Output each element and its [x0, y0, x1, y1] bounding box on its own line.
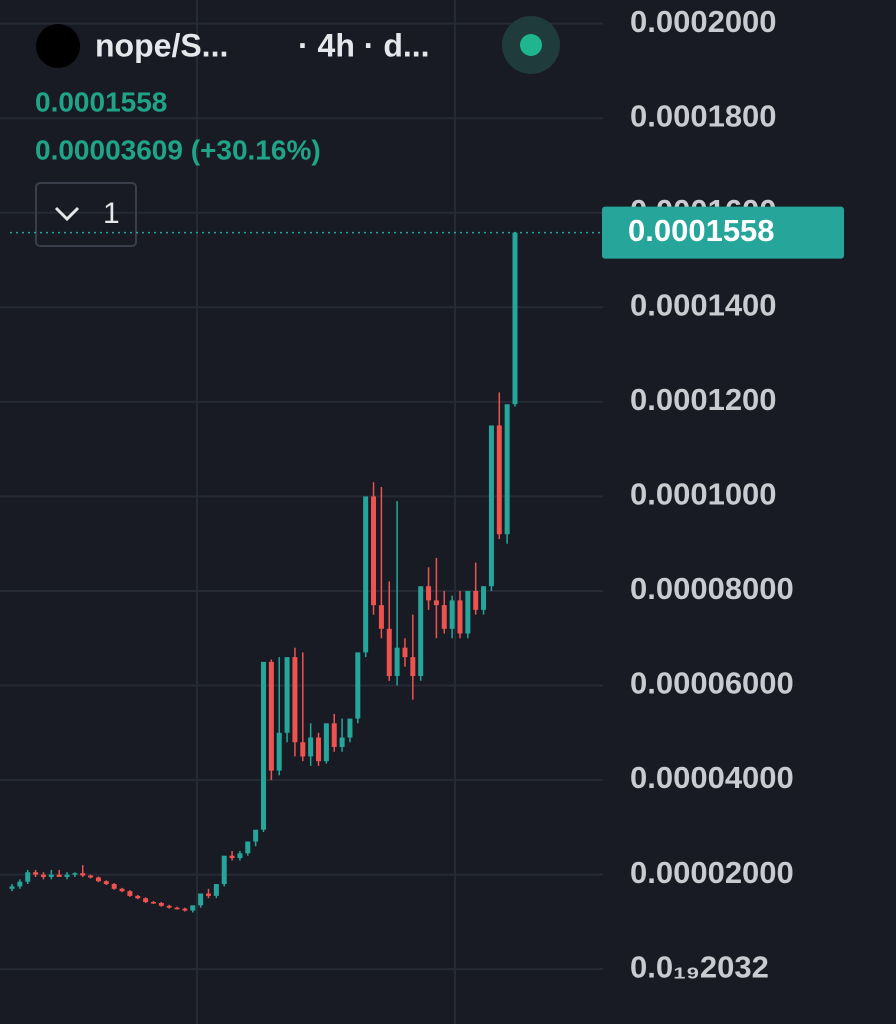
- candle-body: [363, 496, 369, 653]
- candle-body: [441, 605, 447, 629]
- candle-body: [174, 907, 180, 910]
- candle-body: [88, 875, 94, 878]
- candle-body: [410, 657, 416, 677]
- candle-body: [496, 425, 502, 535]
- candle-body: [268, 661, 274, 771]
- y-tick-label: 0.0001200: [630, 382, 777, 417]
- last-price-tag: [602, 206, 844, 259]
- candle-body: [190, 905, 196, 911]
- candle-body: [402, 647, 408, 658]
- y-tick-label: 0.0001800: [630, 98, 777, 133]
- candle-body: [504, 404, 510, 535]
- candle-body: [378, 605, 384, 629]
- candle-body: [150, 902, 156, 904]
- y-tick-label: 0.00004000: [630, 760, 794, 795]
- candle-body: [237, 853, 243, 859]
- candle-body: [103, 881, 109, 885]
- candle-body: [25, 872, 31, 882]
- candle-body: [56, 874, 62, 877]
- y-tick-label: 0.00002000: [630, 855, 794, 890]
- candle-body: [221, 855, 227, 885]
- y-tick-label: 0.0001000: [630, 477, 777, 512]
- candle-body: [166, 905, 172, 908]
- candle-body: [198, 893, 204, 906]
- y-tick-label: 0.0₁₉2032: [630, 949, 769, 984]
- candle-body: [386, 628, 392, 677]
- candle-body: [205, 893, 211, 896]
- candle-body: [308, 737, 314, 757]
- candle-body: [119, 888, 125, 892]
- candle-body: [229, 855, 235, 859]
- candle-body: [426, 586, 432, 601]
- candle-body: [355, 652, 361, 719]
- price-tag: 0.0001558: [10, 206, 844, 259]
- candle-body: [261, 661, 266, 830]
- candle-body: [316, 737, 322, 762]
- symbol-icon: [36, 24, 80, 68]
- status-dot[interactable]: [520, 34, 542, 56]
- candle-body: [481, 586, 487, 610]
- candle-body: [80, 873, 86, 876]
- candle-body: [284, 657, 290, 733]
- candle-body: [33, 872, 39, 875]
- candle-body: [40, 874, 46, 877]
- candle-body: [488, 425, 494, 587]
- candle-body: [433, 600, 439, 606]
- candle-body: [245, 841, 251, 854]
- candle-body: [95, 877, 101, 882]
- candle-body: [449, 600, 455, 629]
- candle-body: [292, 657, 298, 743]
- candle-body: [143, 898, 149, 903]
- candle-body: [213, 884, 219, 896]
- interval[interactable]: · 4h · d...: [298, 27, 430, 63]
- indicator-count: 1: [103, 197, 120, 230]
- candle-body: [339, 737, 345, 747]
- y-tick-label: 0.0002000: [630, 4, 777, 39]
- candle-body: [64, 874, 70, 877]
- y-tick-label: 0.0001400: [630, 287, 777, 322]
- last-price: 0.0001558: [35, 86, 167, 117]
- candle-body: [158, 902, 164, 906]
- candle-body: [111, 884, 117, 889]
- candle-body: [135, 895, 141, 899]
- candle-body: [253, 829, 259, 842]
- grid: [0, 22, 603, 971]
- last-price-label: 0.0001558: [628, 213, 775, 248]
- candle-body: [394, 647, 400, 677]
- price-change: 0.00003609 (+30.16%): [35, 134, 321, 165]
- candle-body: [323, 723, 329, 762]
- candle-body: [465, 590, 471, 634]
- candle-body: [17, 881, 23, 887]
- candle-body: [512, 232, 518, 405]
- candle-body: [331, 723, 337, 747]
- candle-body: [72, 873, 78, 875]
- candle-body: [473, 590, 479, 610]
- candle-body: [182, 908, 188, 911]
- candle-body: [9, 886, 15, 889]
- candle-body: [300, 742, 306, 757]
- candle-body: [127, 891, 133, 896]
- candle-body: [457, 600, 463, 634]
- candle-body: [347, 718, 353, 738]
- y-tick-label: 0.00006000: [630, 666, 794, 701]
- candle-body: [48, 874, 54, 877]
- indicator-toggle[interactable]: [35, 182, 137, 247]
- candles: [9, 232, 518, 913]
- candle-body: [418, 586, 424, 677]
- chevron-icon: [54, 206, 80, 222]
- symbol[interactable]: nope/S...: [95, 27, 228, 63]
- candle-body: [276, 732, 282, 771]
- candle-body: [371, 496, 377, 606]
- y-tick-label: 0.00008000: [630, 571, 794, 606]
